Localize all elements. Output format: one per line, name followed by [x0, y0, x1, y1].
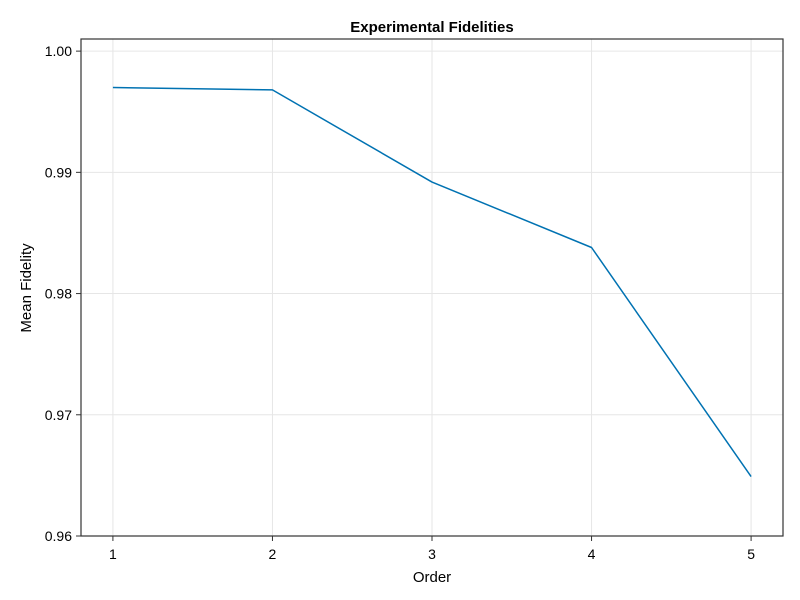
- x-tick-label: 3: [428, 546, 436, 562]
- chart-title: Experimental Fidelities: [350, 19, 513, 36]
- x-tick-label: 2: [269, 546, 277, 562]
- y-tick-label: 0.98: [45, 286, 72, 302]
- axis-ticks: 1 2 3 4 5 0.96 0.97 0.98 0.99 1.00: [45, 43, 755, 562]
- series-line: [112, 86, 752, 478]
- series-lines: [112, 86, 752, 478]
- y-tick-label: 1.00: [45, 43, 72, 59]
- x-axis-label: Order: [413, 569, 451, 586]
- x-tick-label: 5: [747, 546, 755, 562]
- x-tick-label: 1: [109, 546, 117, 562]
- y-axis-label: Mean Fidelity: [18, 243, 35, 333]
- x-tick-label: 4: [588, 546, 596, 562]
- plot-frame: [80, 38, 784, 537]
- y-tick-label: 0.97: [45, 407, 72, 423]
- grid-lines: [81, 39, 783, 537]
- y-tick-label: 0.99: [45, 164, 72, 180]
- y-tick-label: 0.96: [45, 528, 72, 544]
